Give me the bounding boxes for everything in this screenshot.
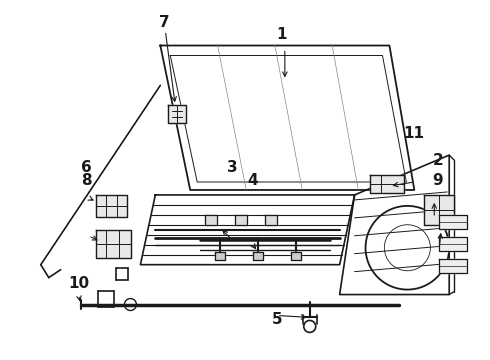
Polygon shape — [369, 175, 404, 193]
Text: 3: 3 — [227, 160, 238, 175]
Polygon shape — [291, 252, 301, 260]
Text: 7: 7 — [159, 15, 170, 30]
Text: 4: 4 — [247, 172, 258, 188]
Text: 5: 5 — [271, 312, 282, 327]
Polygon shape — [96, 230, 131, 258]
Text: 11: 11 — [403, 126, 424, 141]
Text: 9: 9 — [433, 172, 443, 188]
Text: 8: 8 — [81, 172, 92, 188]
Polygon shape — [439, 215, 467, 229]
Polygon shape — [424, 195, 454, 225]
Polygon shape — [205, 215, 217, 225]
Polygon shape — [215, 252, 225, 260]
Polygon shape — [253, 252, 263, 260]
Text: 6: 6 — [81, 160, 92, 175]
Polygon shape — [439, 237, 467, 251]
Polygon shape — [168, 105, 186, 123]
Polygon shape — [439, 259, 467, 273]
Text: 2: 2 — [433, 153, 443, 168]
Text: 1: 1 — [276, 27, 287, 42]
Polygon shape — [96, 195, 127, 217]
Polygon shape — [235, 215, 247, 225]
Text: 10: 10 — [69, 276, 90, 292]
Circle shape — [124, 298, 136, 310]
Polygon shape — [265, 215, 277, 225]
